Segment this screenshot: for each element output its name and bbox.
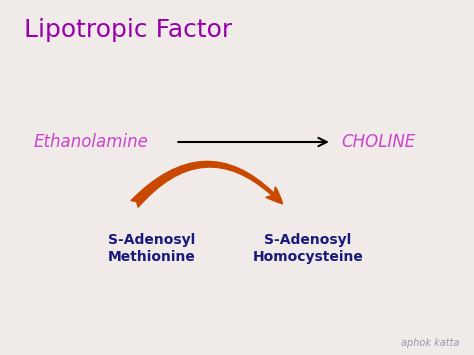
Text: Ethanolamine: Ethanolamine bbox=[33, 133, 148, 151]
Text: S-Adenosyl
Methionine: S-Adenosyl Methionine bbox=[108, 233, 196, 264]
Text: Lipotropic Factor: Lipotropic Factor bbox=[24, 18, 232, 42]
FancyArrowPatch shape bbox=[131, 161, 283, 207]
Text: CHOLINE: CHOLINE bbox=[341, 133, 416, 151]
Text: S-Adenosyl
Homocysteine: S-Adenosyl Homocysteine bbox=[253, 233, 364, 264]
Text: aphok katta: aphok katta bbox=[401, 338, 460, 348]
